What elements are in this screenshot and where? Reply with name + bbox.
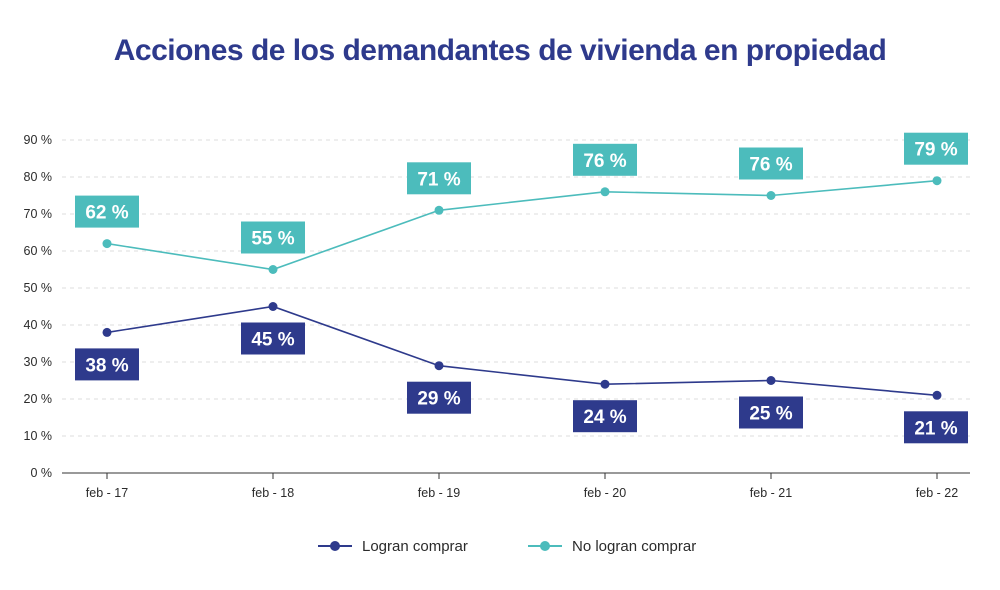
data-label-box [241,322,305,355]
data-label: 24 % [583,407,626,428]
data-label-box [407,381,471,414]
y-tick-label: 30 % [24,355,53,369]
data-label-box [739,147,803,180]
data-label-box [407,162,471,195]
data-label-box [573,143,637,176]
x-tick-label: feb - 19 [418,486,460,500]
y-tick-label: 70 % [24,207,53,221]
x-tick-label: feb - 18 [252,486,294,500]
data-label: 25 % [749,404,792,425]
data-point [766,191,776,200]
data-point [268,265,278,274]
x-tick-label: feb - 22 [916,486,958,500]
data-point [434,361,444,371]
data-label: 38 % [85,355,128,376]
data-point [434,205,444,215]
data-point [766,376,776,385]
data-label: 55 % [251,229,294,250]
data-label: 29 % [417,389,460,410]
x-tick-label: feb - 20 [584,486,626,500]
data-label-box [75,195,139,228]
y-tick-label: 60 % [24,244,53,258]
x-tick-label: feb - 17 [86,486,128,500]
data-point [932,176,942,186]
series-line-no-logran-comprar [106,179,938,271]
chart-title: Acciones de los demandantes de vivienda … [113,34,887,67]
data-point [600,379,610,389]
data-label-box [573,400,637,433]
data-label-box [739,396,803,429]
data-label: 21 % [914,418,957,439]
data-label-box [904,411,968,444]
data-label-box [75,348,139,381]
legend-label: No logran comprar [572,538,696,555]
series-line-logran-comprar [106,305,938,397]
data-label: 62 % [85,203,128,224]
y-tick-label: 0 % [30,466,52,480]
y-tick-label: 80 % [24,170,53,184]
y-tick-label: 10 % [24,429,53,443]
data-label: 71 % [417,169,460,190]
legend-marker [330,541,340,551]
data-point [932,390,942,400]
y-tick-label: 90 % [24,133,53,147]
legend-marker [540,541,550,551]
y-tick-label: 50 % [24,281,53,295]
data-point [102,239,112,249]
data-point [600,187,610,197]
legend-label: Logran comprar [362,538,468,555]
data-label: 76 % [583,151,626,172]
data-label: 45 % [251,330,294,351]
x-tick-label: feb - 21 [750,486,792,500]
data-label: 76 % [749,155,792,176]
y-tick-label: 40 % [24,318,53,332]
data-label: 79 % [914,140,957,161]
y-tick-label: 20 % [24,392,53,406]
data-label-box [241,221,305,254]
data-point [102,327,112,337]
data-point [268,302,278,311]
data-label-box [904,132,968,165]
